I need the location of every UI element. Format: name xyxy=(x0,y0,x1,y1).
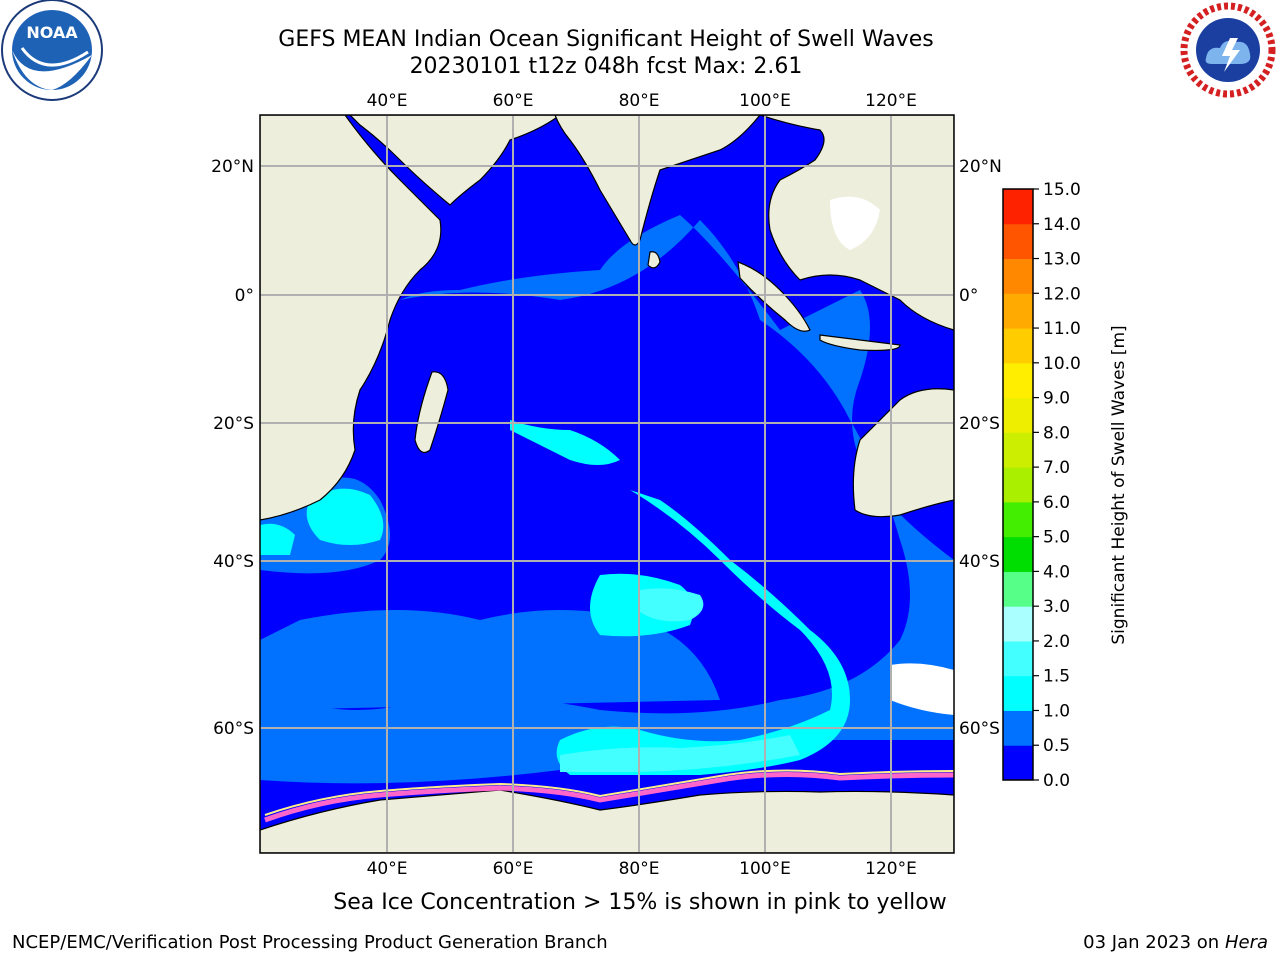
colorbar-tick-label: 9.0 xyxy=(1043,389,1070,409)
australia-land xyxy=(852,388,954,518)
lon-tick-top: 100°E xyxy=(739,91,791,111)
colorbar-tick-label: 0.0 xyxy=(1043,771,1070,791)
ice-free-white-archipelago xyxy=(830,196,880,250)
noaa-logo-text: NOAA xyxy=(26,23,78,42)
sea-ice-edge xyxy=(264,771,954,823)
footer-date: 03 Jan 2023 on Hera xyxy=(1083,932,1268,953)
colorbar-bin xyxy=(1003,536,1033,572)
lon-tick-top: 80°E xyxy=(619,91,660,111)
sumatra-land xyxy=(737,261,811,332)
colorbar-tick-label: 0.5 xyxy=(1043,736,1070,756)
colorbar-bin xyxy=(1003,223,1033,260)
lon-tick-bottom: 80°E xyxy=(619,859,660,879)
lat-tick-right: 40°S xyxy=(959,552,1000,572)
colorbar-tick-label: 13.0 xyxy=(1043,250,1081,270)
colorbar-bin xyxy=(1003,640,1033,677)
colorbar-bin xyxy=(1003,189,1033,225)
colorbar-tick-label: 12.0 xyxy=(1043,284,1081,304)
lon-tick-bottom: 100°E xyxy=(739,859,791,879)
lat-tick-right: 60°S xyxy=(959,719,1000,739)
lon-tick-top: 120°E xyxy=(865,91,917,111)
colorbar-tick-label: 1.5 xyxy=(1043,667,1070,687)
colorbar-bin xyxy=(1003,501,1033,538)
colorbar-tick-label: 3.0 xyxy=(1043,597,1070,617)
colorbar-tick-label: 1.0 xyxy=(1043,701,1070,721)
madagascar-land xyxy=(414,371,449,453)
sea-ice-note: Sea Ice Concentration > 15% is shown in … xyxy=(333,890,947,915)
footer-date-text: 03 Jan 2023 on xyxy=(1083,932,1220,953)
colorbar-bin xyxy=(1003,258,1033,294)
lon-grid xyxy=(386,115,892,853)
colorbar-tick-label: 11.0 xyxy=(1043,319,1081,339)
footer-credit: NCEP/EMC/Verification Post Processing Pr… xyxy=(12,932,608,953)
antarctica-land xyxy=(260,789,954,853)
swell-region-peak xyxy=(640,588,704,622)
noaa-logo-icon: NOAA xyxy=(1,0,103,101)
colorbar-bin xyxy=(1003,571,1033,607)
colorbar-bin xyxy=(1003,467,1033,503)
swell-region-high-c xyxy=(306,488,384,545)
colorbar-bin xyxy=(1003,362,1033,399)
lat-tick-right: 20°S xyxy=(959,414,1000,434)
nws-logo-icon xyxy=(1180,2,1276,98)
swell-region-peak-south xyxy=(560,735,800,772)
colorbar-label: Significant Height of Swell Waves [m] xyxy=(1109,325,1129,644)
colorbar-tick-label: 4.0 xyxy=(1043,562,1070,582)
colorbar-tick-label: 8.0 xyxy=(1043,423,1070,443)
lat-grid xyxy=(260,165,954,729)
chart-subtitle: 20230101 t12z 048h fcst Max: 2.61 xyxy=(409,54,803,79)
lat-tick-right: 0° xyxy=(959,286,978,306)
colorbar-frame xyxy=(1002,188,1034,781)
colorbar-bin xyxy=(1003,710,1033,746)
colorbar-tick-label: 2.0 xyxy=(1043,632,1070,652)
colorbar-bin xyxy=(1003,606,1033,642)
swell-region-high-e xyxy=(260,523,295,555)
colorbar-bin xyxy=(1003,745,1033,781)
lon-tick-top: 60°E xyxy=(493,91,534,111)
sri-lanka-land xyxy=(647,251,661,269)
swell-region-medium xyxy=(260,215,954,784)
lon-tick-bottom: 60°E xyxy=(493,859,534,879)
chart-title: GEFS MEAN Indian Ocean Significant Heigh… xyxy=(278,27,934,52)
lat-tick-left: 60°S xyxy=(213,719,254,739)
lat-tick-right: 20°N xyxy=(959,157,1002,177)
colorbar-tick-label: 10.0 xyxy=(1043,354,1081,374)
colorbar-tick-label: 15.0 xyxy=(1043,180,1081,200)
colorbar-ticks: 15.0 14.0 13.0 12.0 11.0 10.0 9.0 8.0 7.0 6.0 5.0 4… xyxy=(1033,180,1081,791)
colorbar-bin xyxy=(1003,397,1033,433)
arabia-land xyxy=(349,115,562,206)
india-land xyxy=(554,115,761,246)
colorbar-tick-label: 7.0 xyxy=(1043,458,1070,478)
sea-ice-edge-yellow xyxy=(264,769,954,816)
lat-tick-left: 0° xyxy=(235,286,254,306)
lat-tick-left: 20°S xyxy=(213,414,254,434)
footer-host: Hera xyxy=(1224,932,1268,953)
colorbar-bin xyxy=(1003,675,1033,711)
lon-tick-top: 40°E xyxy=(367,91,408,111)
lon-tick-bottom: 120°E xyxy=(865,859,917,879)
colorbar-bin xyxy=(1003,432,1033,468)
colorbar-tick-label: 14.0 xyxy=(1043,215,1081,235)
lat-tick-left: 40°S xyxy=(213,552,254,572)
colorbar-bin xyxy=(1003,328,1033,364)
colorbar-tick-label: 5.0 xyxy=(1043,528,1070,548)
lat-tick-left: 20°N xyxy=(211,157,254,177)
lon-tick-bottom: 40°E xyxy=(367,859,408,879)
map-frame xyxy=(259,114,955,854)
swell-region-high-b xyxy=(556,490,850,775)
ice-free-white-se xyxy=(890,663,954,715)
africa-land xyxy=(260,115,442,521)
colorbar-tick-label: 6.0 xyxy=(1043,493,1070,513)
colorbar-bin xyxy=(1003,293,1033,329)
map-area xyxy=(260,115,954,853)
colorbar xyxy=(1003,189,1033,781)
swell-region-high-a xyxy=(510,420,620,465)
